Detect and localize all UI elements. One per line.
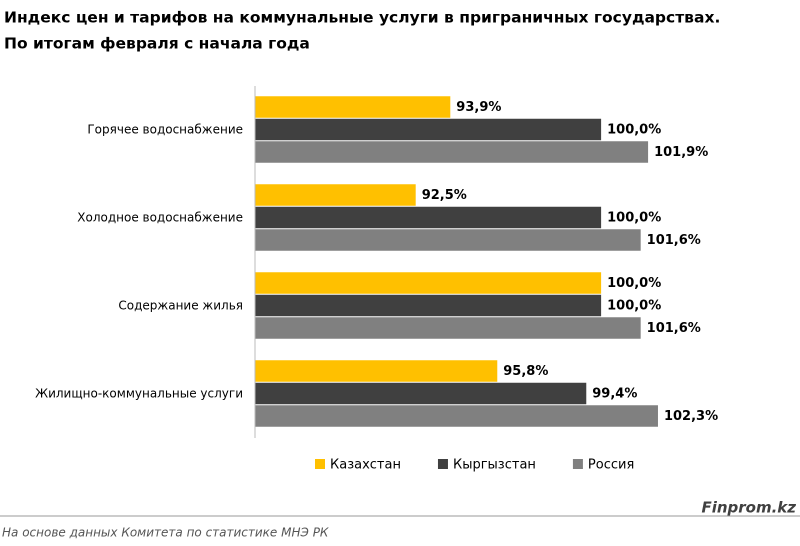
bar [255,184,416,206]
value-label: 101,9% [654,145,708,160]
legend-label: Казахстан [330,458,401,473]
legend-label: Россия [588,458,634,473]
legend-swatch [572,459,583,469]
bar [255,229,641,251]
value-label: 92,5% [422,188,467,203]
value-label: 102,3% [664,409,718,424]
bar [255,317,641,339]
bar [255,294,602,317]
value-label: 95,8% [503,364,548,379]
legend-label: Кыргызстан [453,458,536,473]
value-label: 100,0% [607,211,661,226]
legend-swatch [437,459,448,469]
value-label: 100,0% [607,299,661,314]
bar [255,360,498,382]
value-label: 100,0% [607,123,661,138]
bar [255,272,602,294]
y-tick-label: Горячее водоснабжение [87,123,243,137]
legend-swatch [315,459,325,469]
bar [255,405,658,427]
bar [255,206,602,229]
value-label: 101,6% [647,233,701,248]
bar [255,118,602,141]
watermark: Finprom.kz [701,499,796,517]
source-note: На основе данных Комитета по статистике … [2,526,329,540]
value-label: 101,6% [647,321,701,336]
bar [255,141,649,163]
y-tick-label: Холодное водоснабжение [77,211,243,225]
bar [255,96,451,118]
bar [255,382,587,405]
y-tick-label: Жилищно-коммунальные услуги [35,387,243,401]
chart-subtitle: По итогам февраля с начала года [4,35,310,53]
value-label: 100,0% [607,276,661,291]
y-tick-label: Содержание жилья [118,299,243,313]
value-label: 99,4% [592,387,637,402]
value-label: 93,9% [456,100,501,115]
chart-title: Индекс цен и тарифов на коммунальные усл… [4,9,720,27]
